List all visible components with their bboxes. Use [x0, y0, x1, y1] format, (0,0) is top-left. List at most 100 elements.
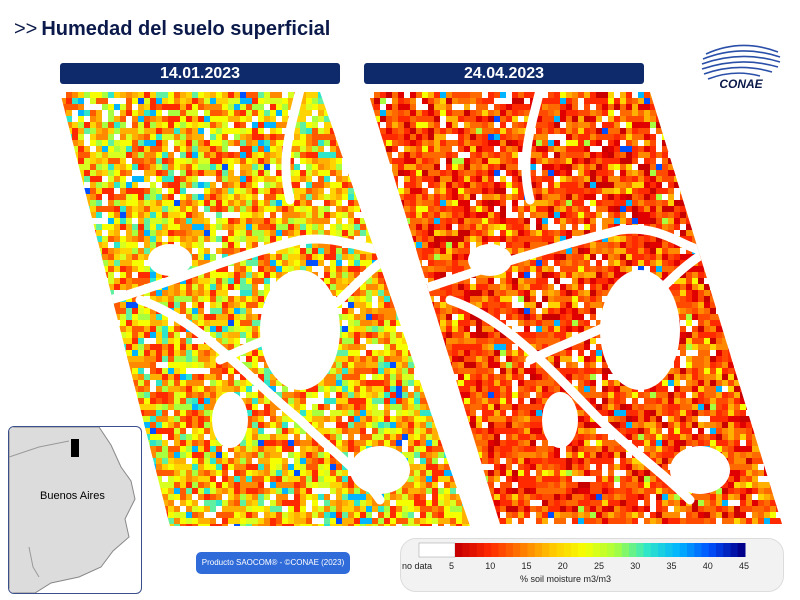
moisture-field-pixel — [252, 302, 258, 308]
moisture-field-pixel — [192, 386, 198, 392]
moisture-field-pixel — [360, 332, 366, 338]
moisture-field-pixel — [180, 110, 186, 116]
moisture-field-pixel — [150, 452, 156, 458]
moisture-field-pixel — [180, 104, 186, 110]
moisture-field-pixel — [144, 146, 150, 152]
moisture-field-pixel — [216, 314, 222, 320]
moisture-field-pixel — [102, 338, 114, 344]
no-data-area — [350, 446, 410, 494]
moisture-field-pixel — [420, 506, 426, 512]
moisture-field-pixel — [258, 446, 264, 452]
moisture-field-pixel — [518, 140, 524, 146]
moisture-field-pixel — [414, 452, 420, 458]
moisture-field-pixel — [336, 356, 348, 362]
moisture-field-pixel — [102, 236, 108, 242]
moisture-field-pixel — [408, 266, 420, 272]
moisture-field-pixel — [450, 494, 456, 500]
moisture-field-pixel — [438, 398, 444, 404]
moisture-field-pixel — [138, 392, 144, 398]
moisture-field-pixel — [108, 134, 114, 140]
moisture-field-pixel — [294, 230, 300, 236]
moisture-field-pixel — [716, 128, 722, 134]
moisture-field-pixel — [90, 230, 96, 236]
moisture-field-pixel — [144, 92, 150, 98]
moisture-field-pixel — [264, 170, 270, 176]
moisture-field-pixel — [66, 206, 72, 212]
moisture-field-pixel — [716, 122, 722, 128]
moisture-field-pixel — [596, 116, 602, 122]
moisture-field-pixel — [72, 182, 78, 188]
moisture-field-pixel — [126, 152, 132, 158]
moisture-field-pixel — [252, 200, 258, 206]
moisture-field-pixel — [348, 182, 354, 188]
moisture-field-pixel — [252, 122, 258, 128]
moisture-field-pixel — [414, 500, 420, 506]
moisture-field-pixel — [368, 110, 374, 116]
moisture-field-pixel — [380, 128, 386, 134]
moisture-field-pixel — [108, 110, 114, 116]
moisture-field-pixel — [318, 494, 324, 500]
moisture-field-pixel — [288, 230, 294, 236]
moisture-field-pixel — [210, 200, 216, 206]
moisture-field-pixel — [108, 314, 114, 320]
moisture-field-pixel — [216, 512, 222, 518]
moisture-field-pixel — [198, 296, 204, 302]
moisture-field-pixel — [66, 374, 72, 380]
moisture-field-pixel — [240, 290, 252, 296]
moisture-field-pixel — [234, 368, 240, 374]
moisture-field-pixel — [348, 146, 354, 152]
moisture-field-pixel — [180, 392, 186, 398]
moisture-field-pixel — [96, 134, 108, 140]
moisture-field-pixel — [434, 134, 446, 140]
moisture-field-pixel — [180, 164, 186, 170]
conae-logo-icon: CONAE — [701, 44, 781, 91]
moisture-field-pixel — [204, 194, 210, 200]
moisture-field-pixel — [204, 122, 210, 128]
moisture-field-pixel — [384, 500, 390, 506]
moisture-field-pixel — [246, 302, 252, 308]
moisture-field-pixel — [330, 362, 336, 368]
moisture-field-pixel — [222, 122, 228, 128]
moisture-field-pixel — [414, 284, 420, 290]
moisture-field-pixel — [422, 116, 434, 122]
moisture-field-pixel — [452, 98, 458, 104]
moisture-field-pixel — [210, 452, 216, 458]
moisture-field-pixel — [360, 524, 366, 526]
moisture-field-pixel — [204, 494, 210, 500]
moisture-field-pixel — [126, 254, 132, 260]
moisture-field-pixel — [378, 218, 384, 224]
moisture-field-pixel — [420, 494, 426, 500]
moisture-field-pixel — [258, 230, 264, 236]
moisture-field-pixel — [276, 452, 282, 458]
moisture-field-pixel — [450, 404, 456, 410]
moisture-field-pixel — [426, 326, 438, 332]
moisture-field-pixel — [222, 272, 228, 278]
moisture-field-pixel — [752, 128, 758, 134]
moisture-field-pixel — [444, 470, 456, 476]
moisture-field-pixel — [686, 140, 692, 146]
moisture-field-pixel — [686, 134, 692, 140]
moisture-field-pixel — [464, 128, 470, 134]
moisture-field-pixel — [572, 140, 578, 146]
moisture-field-pixel — [66, 260, 72, 266]
moisture-field-pixel — [108, 104, 114, 110]
moisture-field-pixel — [354, 188, 360, 194]
moisture-field-pixel — [66, 170, 72, 176]
moisture-field-pixel — [374, 92, 380, 98]
moisture-field-pixel — [162, 338, 168, 344]
moisture-field-pixel — [120, 374, 126, 380]
moisture-field-pixel — [126, 212, 132, 218]
moisture-field-pixel — [144, 314, 150, 320]
moisture-field-pixel — [426, 398, 432, 404]
moisture-field-pixel — [444, 416, 450, 422]
moisture-field-pixel — [144, 434, 150, 440]
moisture-field-pixel — [710, 110, 722, 116]
moisture-field-pixel — [198, 182, 204, 188]
moisture-field-pixel — [252, 230, 258, 236]
moisture-field-pixel — [288, 182, 300, 188]
moisture-field-pixel — [444, 380, 450, 386]
moisture-field-pixel — [60, 362, 66, 368]
moisture-field-pixel — [734, 134, 740, 140]
moisture-field-pixel — [372, 320, 378, 326]
moisture-field-pixel — [396, 290, 408, 296]
